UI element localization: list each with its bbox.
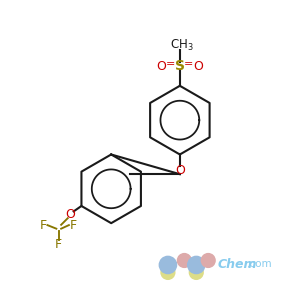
Text: O: O xyxy=(175,164,185,176)
Text: F: F xyxy=(40,219,47,232)
Text: .com: .com xyxy=(247,259,272,269)
Text: F: F xyxy=(55,238,62,251)
Point xyxy=(206,258,211,263)
Point xyxy=(166,262,170,267)
Text: Chem: Chem xyxy=(217,258,257,271)
Point xyxy=(166,270,170,275)
Text: =: = xyxy=(166,59,176,69)
Text: =: = xyxy=(184,59,194,69)
Text: O: O xyxy=(65,208,75,221)
Text: CH$_3$: CH$_3$ xyxy=(169,38,193,53)
Text: O: O xyxy=(194,60,203,73)
Text: S: S xyxy=(175,59,185,74)
Point xyxy=(194,270,199,275)
Text: O: O xyxy=(156,60,166,73)
Point xyxy=(182,258,187,263)
Text: F: F xyxy=(70,219,76,232)
Point xyxy=(194,262,199,267)
